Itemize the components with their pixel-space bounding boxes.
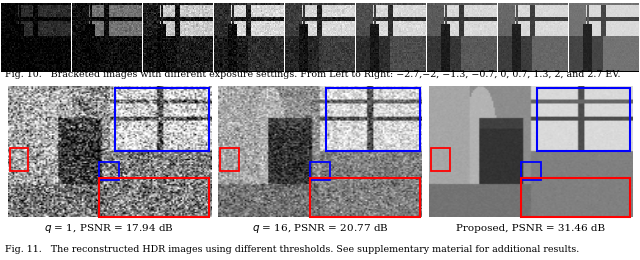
Text: Fig. 10.   Bracketed images with different exposure settings. From Left to Right: Fig. 10. Bracketed images with different…: [5, 70, 621, 79]
Bar: [431, 147, 449, 171]
Text: $q$ = 1, PSNR = 17.94 dB: $q$ = 1, PSNR = 17.94 dB: [44, 222, 174, 235]
Bar: [310, 162, 330, 180]
Text: Proposed, PSNR = 31.46 dB: Proposed, PSNR = 31.46 dB: [456, 224, 605, 233]
Bar: [520, 162, 541, 180]
Bar: [326, 88, 419, 151]
Text: Fig. 11.   The reconstructed HDR images using different thresholds. See suppleme: Fig. 11. The reconstructed HDR images us…: [5, 245, 579, 254]
Bar: [520, 178, 630, 217]
Bar: [99, 162, 120, 180]
Bar: [115, 88, 209, 151]
Bar: [99, 178, 209, 217]
Bar: [221, 147, 239, 171]
Bar: [537, 88, 630, 151]
Bar: [10, 147, 28, 171]
Bar: [310, 178, 419, 217]
Text: $q$ = 16, PSNR = 20.77 dB: $q$ = 16, PSNR = 20.77 dB: [252, 222, 388, 235]
